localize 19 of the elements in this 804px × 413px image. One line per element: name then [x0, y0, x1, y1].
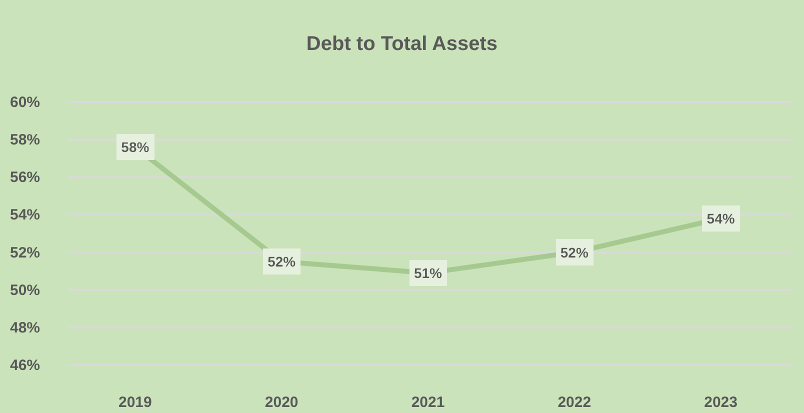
data-label: 58% [121, 139, 150, 156]
y-tick-label: 48% [10, 319, 40, 336]
y-tick-label: 52% [10, 244, 40, 262]
data-label: 54% [706, 210, 736, 226]
y-tick-label: 56% [10, 169, 40, 186]
x-tick-label: 2022 [558, 394, 592, 411]
y-tick-label: 54% [10, 206, 40, 224]
x-tick-label: 2020 [264, 394, 298, 411]
data-label: 51% [414, 264, 443, 281]
y-tick-label: 50% [10, 282, 40, 299]
y-tick-label: 60% [10, 94, 40, 111]
y-tick-label: 46% [10, 357, 40, 374]
data-label: 52% [560, 244, 589, 260]
x-tick-label: 2019 [118, 394, 152, 411]
y-tick-label: 58% [10, 132, 40, 149]
data-label: 52% [268, 254, 296, 270]
x-tick-label: 2021 [411, 394, 445, 411]
x-tick-label: 2023 [704, 394, 738, 411]
chart-title: Debt to Total Assets [306, 33, 498, 55]
